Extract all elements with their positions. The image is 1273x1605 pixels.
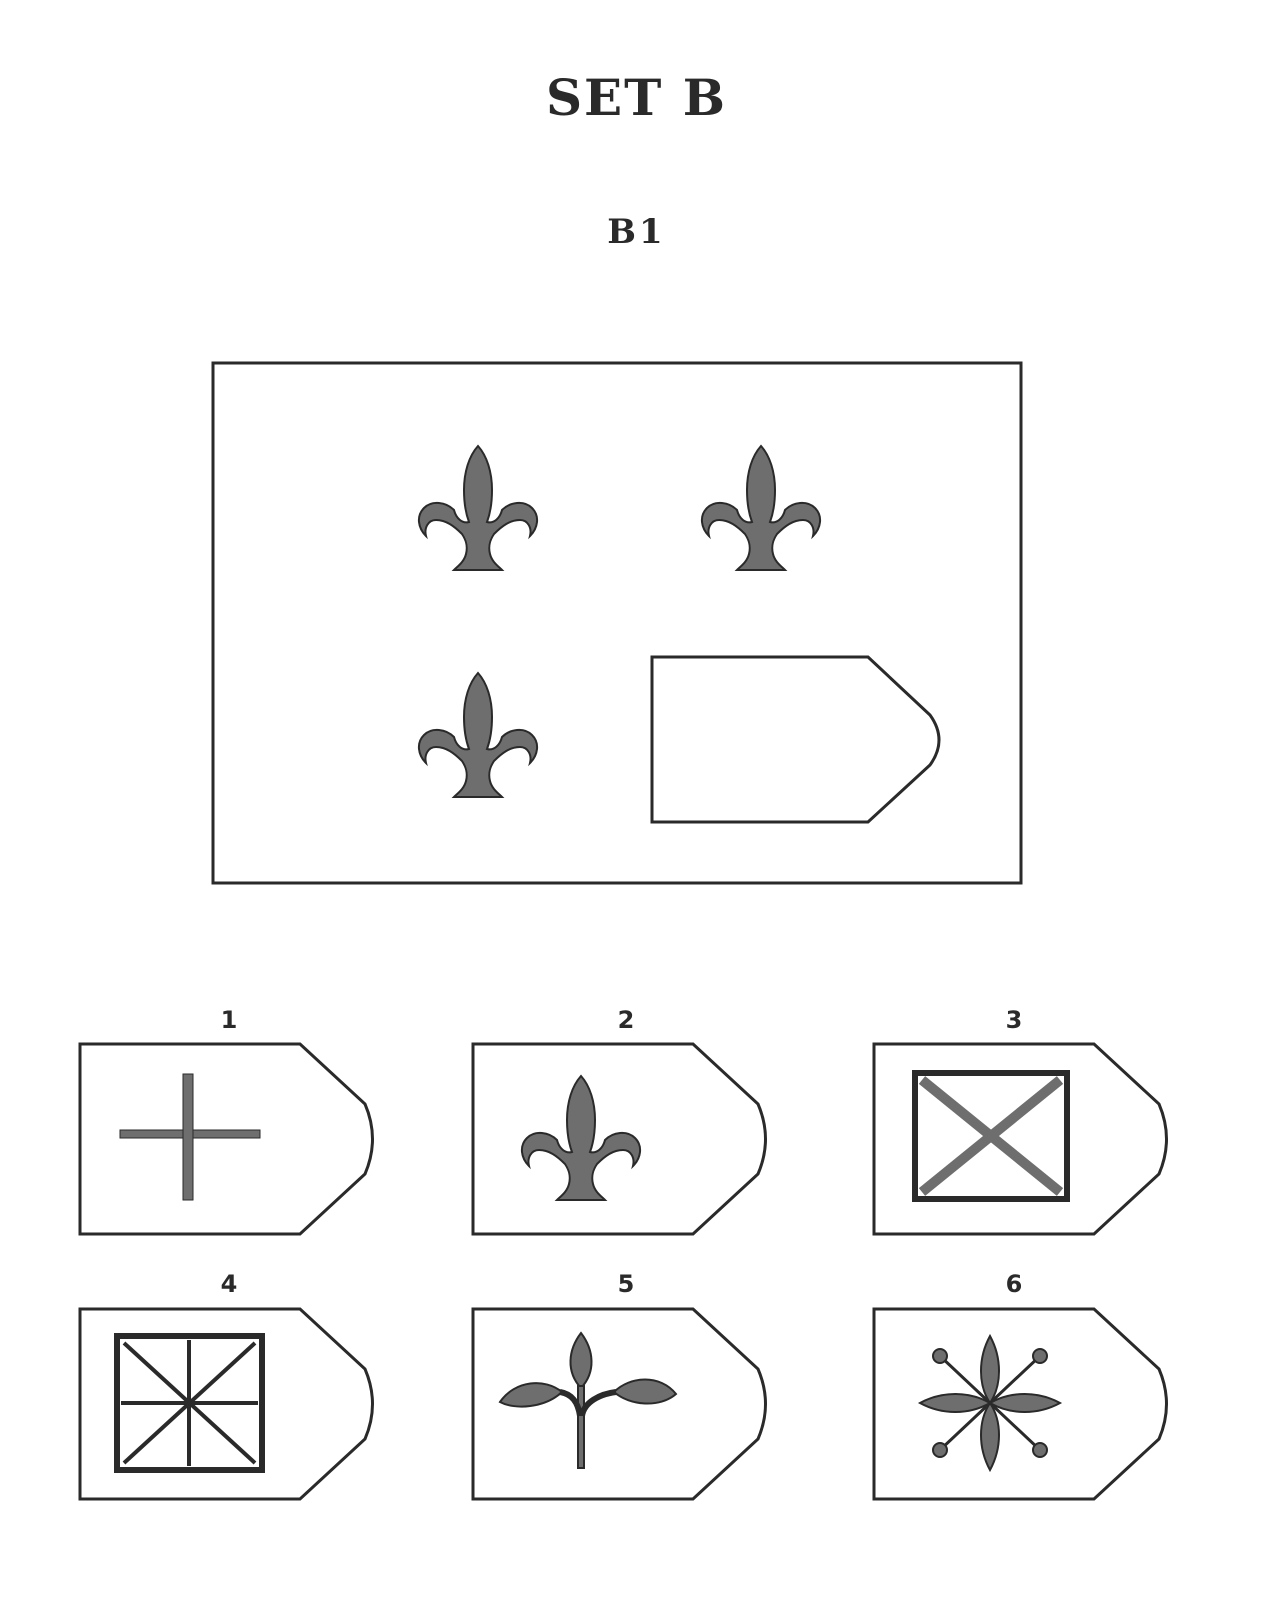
plus-cross-icon <box>119 1073 261 1201</box>
set-title: SET B <box>545 68 728 127</box>
option-6[interactable] <box>872 1307 1168 1501</box>
missing-cell-slot <box>650 655 941 824</box>
option-2-number: 2 <box>617 1006 635 1034</box>
option-5-number: 5 <box>617 1270 635 1298</box>
matrix-fleur-top-left <box>417 445 539 571</box>
square-with-x-icon <box>912 1070 1070 1202</box>
option-3-number: 3 <box>1005 1006 1023 1034</box>
matrix-fleur-bottom-left <box>417 672 539 798</box>
option-1[interactable] <box>78 1042 374 1236</box>
matrix-frame <box>211 361 1023 885</box>
square-with-star-icon <box>114 1333 265 1473</box>
option-1-number: 1 <box>220 1006 238 1034</box>
option-6-number: 6 <box>1005 1270 1023 1298</box>
option-4[interactable] <box>78 1307 374 1501</box>
option-4-number: 4 <box>220 1270 238 1298</box>
matrix-fleur-top-right <box>700 445 822 571</box>
three-leaf-sprig-icon <box>498 1331 678 1469</box>
option-3[interactable] <box>872 1042 1168 1236</box>
option-2[interactable] <box>471 1042 767 1236</box>
problem-label: B1 <box>607 212 666 252</box>
four-petal-star-icon <box>917 1333 1063 1473</box>
option-5[interactable] <box>471 1307 767 1501</box>
